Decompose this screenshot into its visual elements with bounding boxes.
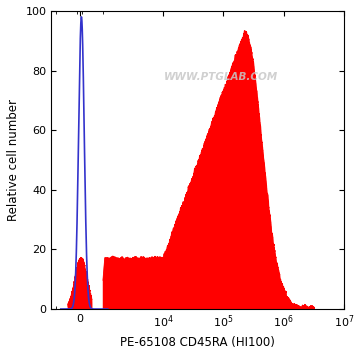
Text: WWW.PTGLAB.COM: WWW.PTGLAB.COM (164, 72, 278, 82)
X-axis label: PE-65108 CD45RA (HI100): PE-65108 CD45RA (HI100) (120, 336, 275, 349)
Y-axis label: Relative cell number: Relative cell number (7, 99, 20, 221)
